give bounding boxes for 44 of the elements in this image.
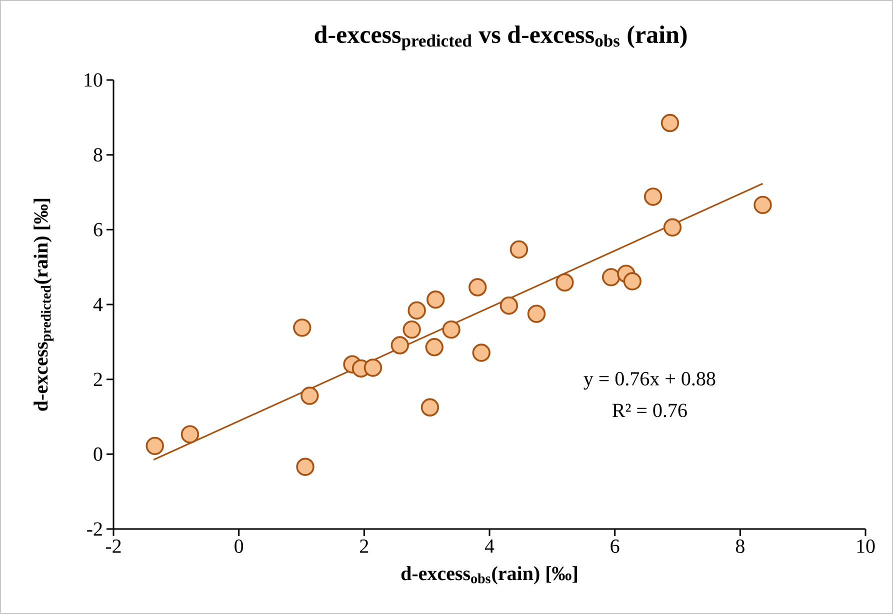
point: [296, 458, 314, 476]
point: [623, 272, 642, 290]
x-tick-label: 6: [610, 539, 620, 553]
point: [420, 398, 440, 416]
point: [402, 320, 421, 339]
y-tick-label: 8: [94, 148, 102, 162]
point: [754, 196, 772, 214]
y-tick-label: -2: [87, 522, 102, 536]
x-axis-title: $\text{d-excess}_{\text{obs}}\text{(rain) [‰]}$: [401, 566, 577, 584]
x-tick-label: 8: [736, 540, 744, 554]
point: [146, 436, 164, 456]
y-tick-label: 2: [94, 372, 102, 386]
point: [472, 344, 490, 362]
point: [390, 336, 409, 354]
point: [468, 278, 487, 296]
point: [425, 338, 444, 356]
point: [510, 240, 528, 259]
point: [180, 425, 200, 444]
point: [602, 268, 620, 286]
point: [408, 301, 426, 320]
x-tick-label: 4: [484, 539, 494, 553]
point: [527, 304, 546, 323]
point: [300, 386, 319, 405]
x-tick-label: 0: [234, 540, 244, 554]
y-axis-title: $\text{d-excess}_{\text{predicted}}\text{(rain) [‰]}$: [34, 198, 54, 411]
point: [556, 273, 574, 292]
annotation: R² = 0.76: [612, 404, 687, 418]
y-tick-label: 0: [94, 447, 102, 461]
x-tick-label: 10: [857, 540, 875, 554]
x-tick-label: 2: [360, 539, 368, 553]
point: [500, 296, 518, 315]
point: [293, 318, 312, 337]
point: [442, 320, 460, 339]
y-tick-label: 6: [94, 222, 102, 236]
annotation: y = 0.76x + 0.88: [584, 372, 716, 390]
y-tick-label: 10: [84, 73, 102, 87]
point: [364, 358, 382, 377]
point: [663, 218, 682, 237]
x-tick-label: -2: [106, 539, 121, 553]
point: [426, 290, 445, 309]
chart-title: $\text{d-excess}_{\text{predicted}}\text{ vs d-excess}_{\text{obs}}\text{ (rain)}$: [314, 25, 687, 50]
y-tick-label: 4: [93, 298, 103, 312]
point: [660, 114, 680, 132]
point: [644, 188, 662, 206]
